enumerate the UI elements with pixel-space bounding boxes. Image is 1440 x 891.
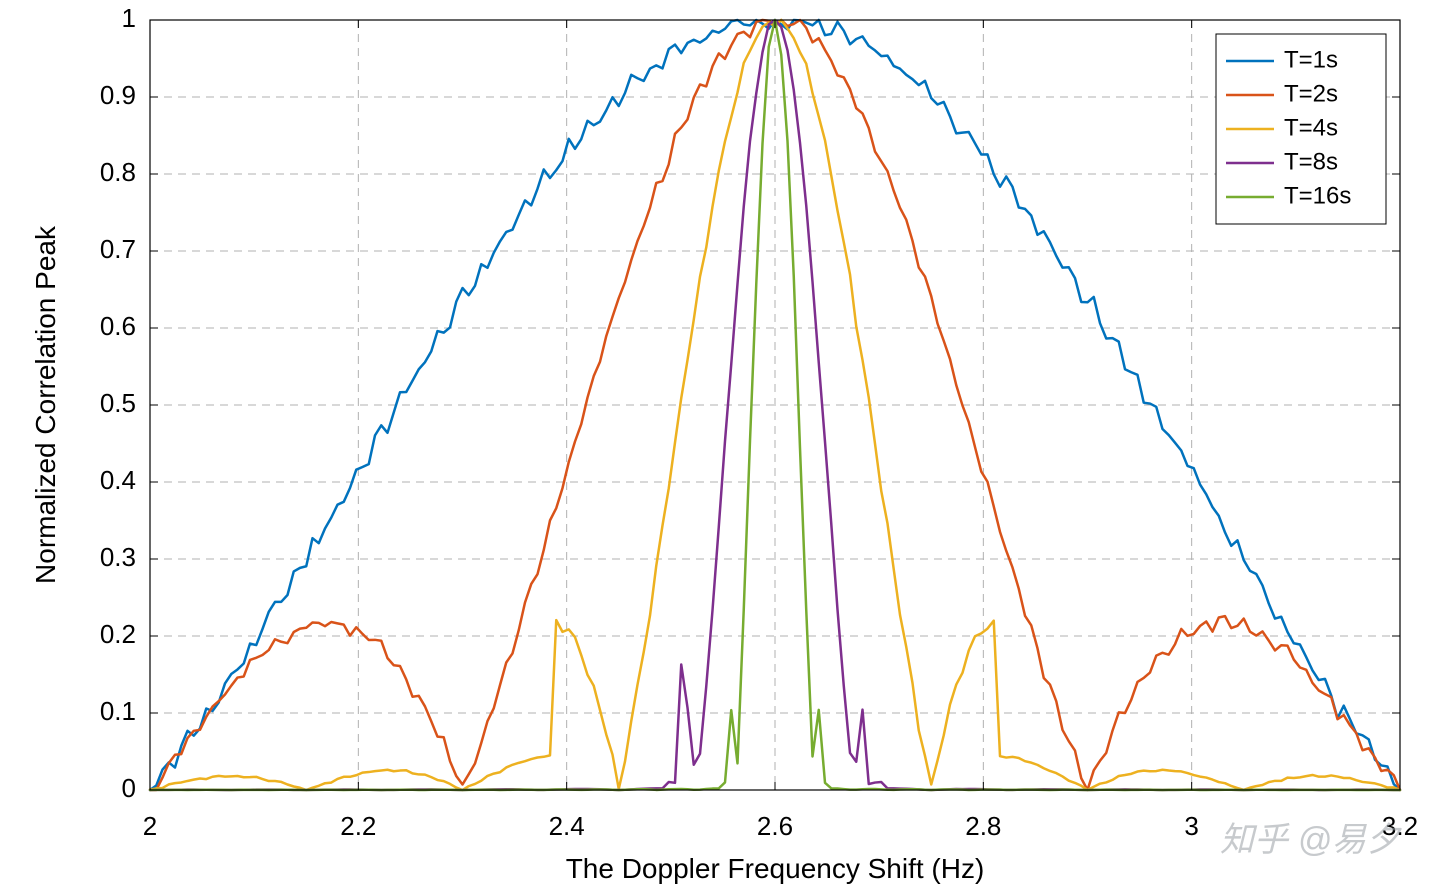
ytick-label: 0.2	[100, 619, 136, 649]
xtick-label: 2.2	[340, 811, 376, 841]
legend-label: T=2s	[1284, 80, 1338, 107]
ytick-label: 0.8	[100, 157, 136, 187]
xtick-label: 2	[143, 811, 157, 841]
xtick-label: 3	[1184, 811, 1198, 841]
xtick-label: 2.6	[757, 811, 793, 841]
y-axis-label: Normalized Correlation Peak	[30, 225, 61, 584]
legend-label: T=1s	[1284, 46, 1338, 73]
ytick-label: 0.3	[100, 542, 136, 572]
ytick-label: 0.5	[100, 388, 136, 418]
x-axis-label: The Doppler Frequency Shift (Hz)	[566, 853, 985, 884]
watermark-text: 知乎 @易夕	[1220, 821, 1402, 859]
chart-container: 22.22.42.62.833.200.10.20.30.40.50.60.70…	[0, 0, 1440, 891]
legend-label: T=16s	[1284, 182, 1351, 209]
ytick-label: 0.6	[100, 311, 136, 341]
ytick-label: 0.1	[100, 696, 136, 726]
ytick-label: 1	[122, 3, 136, 33]
xtick-label: 2.8	[965, 811, 1001, 841]
ytick-label: 0	[122, 773, 136, 803]
xtick-label: 2.4	[549, 811, 585, 841]
ytick-label: 0.9	[100, 80, 136, 110]
ytick-label: 0.4	[100, 465, 136, 495]
correlation-peak-chart: 22.22.42.62.833.200.10.20.30.40.50.60.70…	[0, 0, 1440, 891]
ytick-label: 0.7	[100, 234, 136, 264]
legend-label: T=4s	[1284, 114, 1338, 141]
legend-label: T=8s	[1284, 148, 1338, 175]
